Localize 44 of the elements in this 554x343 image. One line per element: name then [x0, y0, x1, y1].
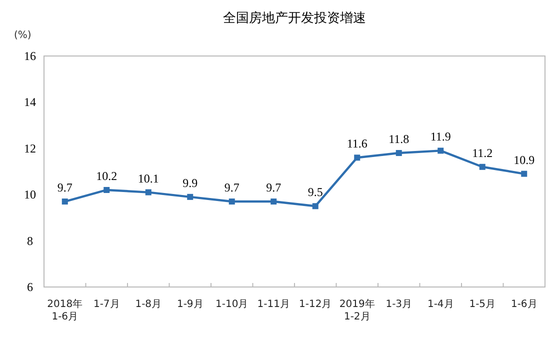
point: [228, 198, 235, 205]
point: [104, 186, 110, 193]
point: [521, 170, 528, 177]
x-tick-label: 1-11月: [257, 299, 290, 310]
data-label: 11.9: [430, 130, 451, 144]
point: [312, 203, 318, 210]
data-label: 9.5: [308, 185, 323, 200]
x-tick-label: 2018年 1-6月: [47, 298, 83, 322]
point: [438, 148, 444, 154]
x-tick-label: 1-4月: [427, 299, 454, 310]
x-tick-label: 1-7月: [93, 299, 120, 310]
point: [145, 189, 152, 196]
x-tick-label: 1-5月: [469, 299, 496, 310]
x-tick-label: 1-12月: [299, 299, 332, 310]
y-tick-label: 10: [24, 188, 36, 202]
point: [62, 198, 68, 205]
y-tick-label: 8: [27, 234, 33, 248]
data-label: 11.2: [472, 146, 493, 160]
point: [396, 150, 402, 156]
y-tick-label: 16: [24, 49, 36, 63]
data-label: 11.6: [346, 136, 368, 151]
point: [270, 198, 277, 205]
data-label: 10.9: [514, 152, 535, 167]
y-axis-title: (%): [14, 30, 32, 41]
data-label: 10.2: [96, 168, 118, 183]
chart-title: 全国房地产开发投资增速: [223, 10, 366, 26]
data-label: 10.1: [138, 171, 159, 186]
point: [187, 194, 194, 200]
x-tick-label: 1-6月: [510, 299, 538, 310]
point: [354, 154, 360, 161]
data-label: 9.7: [224, 180, 240, 195]
point: [479, 164, 486, 170]
y-tick-label: 12: [24, 141, 36, 156]
x-tick-label: 1-9月: [176, 299, 204, 310]
x-tick-label: 1-10月: [216, 299, 248, 310]
x-tick-label: 2019年 1-2月: [339, 298, 375, 322]
x-tick-label: 1-8月: [135, 299, 162, 310]
data-label: 9.9: [182, 176, 198, 190]
y-tick-label: 6: [27, 280, 33, 294]
x-tick-label: 1-3月: [386, 299, 412, 310]
data-label: 11.8: [388, 132, 410, 146]
data-label: 9.7: [266, 180, 282, 195]
y-tick-label: 14: [24, 95, 36, 110]
data-label: 9.7: [57, 180, 72, 195]
